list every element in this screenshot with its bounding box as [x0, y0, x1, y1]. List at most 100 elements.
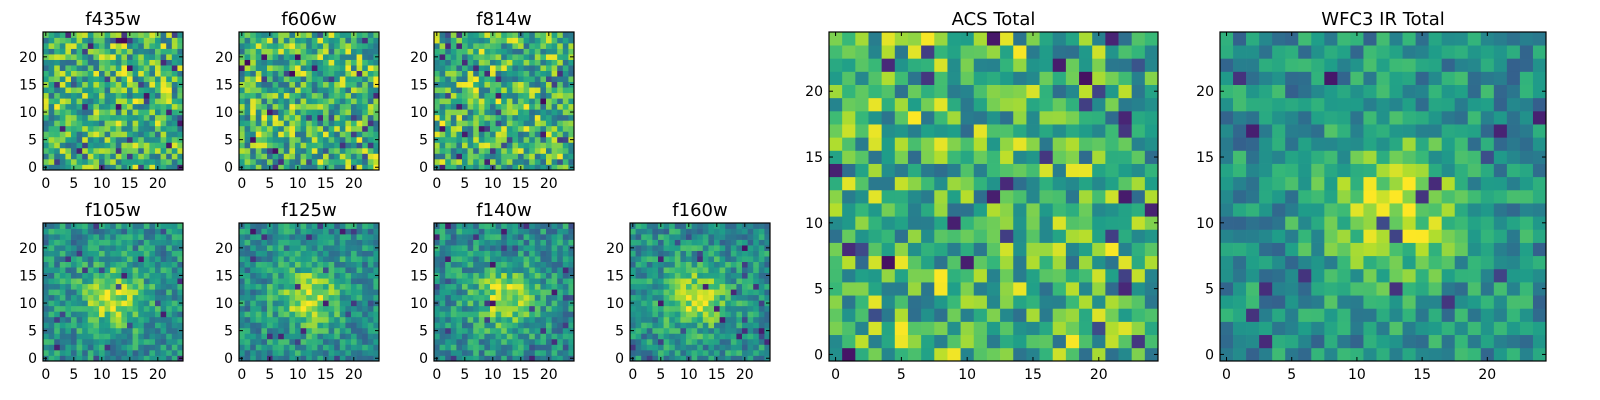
heatmap-cell: [562, 142, 569, 149]
heatmap-cell: [557, 87, 564, 94]
heatmap-cell: [652, 327, 659, 334]
heatmap-cell: [283, 322, 290, 329]
heatmap-cell: [127, 109, 133, 116]
heatmap-cell: [54, 158, 61, 165]
heatmap-cell: [82, 223, 89, 229]
heatmap-cell: [362, 355, 369, 362]
heatmap-cell: [686, 300, 692, 307]
heatmap-cell: [65, 92, 72, 99]
heatmap-cell: [272, 234, 279, 240]
heatmap-cell: [686, 283, 692, 290]
heatmap-cell: [691, 245, 698, 251]
heatmap-cell: [59, 109, 66, 116]
heatmap-cell: [484, 114, 491, 121]
heatmap-cell: [295, 272, 301, 279]
heatmap-cell: [166, 54, 173, 60]
heatmap-cell: [1052, 334, 1067, 349]
heatmap-cell: [272, 250, 279, 257]
heatmap-cell: [255, 316, 262, 323]
heatmap-cell: [149, 43, 156, 49]
heatmap-cell: [747, 294, 754, 301]
heatmap-cell: [255, 250, 262, 257]
heatmap-cell: [48, 32, 55, 38]
heatmap-cell: [306, 355, 313, 362]
heatmap-cell: [478, 267, 485, 274]
heatmap-cell: [758, 355, 765, 362]
heatmap-cell: [339, 245, 346, 251]
heatmap-cell: [730, 300, 737, 307]
heatmap-cell: [48, 142, 55, 149]
heatmap-cell: [283, 327, 290, 334]
heatmap-cell: [87, 114, 94, 121]
heatmap-cell: [82, 32, 89, 38]
heatmap-cell: [512, 272, 519, 279]
heatmap-cell: [110, 103, 117, 110]
heatmap-cell: [907, 282, 922, 296]
heatmap-cell: [551, 228, 558, 235]
heatmap-cell: [495, 65, 502, 71]
heatmap-cell: [512, 256, 519, 262]
heatmap-cell: [334, 70, 341, 77]
heatmap-cell: [59, 327, 66, 334]
heatmap-cell: [121, 300, 128, 307]
heatmap-cell: [87, 43, 94, 49]
heatmap-cell: [658, 305, 664, 312]
heatmap-cell: [87, 103, 94, 110]
heatmap-cell: [753, 311, 760, 318]
heatmap-cell: [362, 344, 369, 351]
heatmap-cell: [267, 131, 273, 138]
heatmap-cell: [462, 92, 468, 99]
heatmap-cell: [439, 103, 446, 110]
heatmap-cell: [295, 305, 301, 312]
x-tick-label: 5: [265, 176, 274, 192]
heatmap-cell: [171, 120, 178, 127]
heatmap-cell: [110, 289, 117, 296]
heatmap-cell: [93, 316, 100, 323]
heatmap-cell: [506, 267, 513, 274]
heatmap-cell: [523, 234, 530, 240]
heatmap-cell: [947, 295, 961, 309]
heatmap-cell: [529, 48, 536, 55]
heatmap-cell: [506, 327, 513, 334]
heatmap-cell: [171, 103, 178, 110]
heatmap-cell: [501, 48, 508, 55]
heatmap-cell: [362, 250, 369, 257]
heatmap-cell: [1105, 334, 1119, 349]
heatmap-cell: [48, 87, 55, 94]
heatmap-cell: [546, 245, 552, 251]
heatmap-cell: [562, 153, 569, 160]
heatmap-cell: [99, 267, 105, 274]
heatmap-cell: [110, 239, 117, 246]
heatmap-cell: [311, 70, 318, 77]
heatmap-cell: [1052, 163, 1067, 178]
heatmap-cell: [484, 87, 491, 94]
heatmap-cell: [272, 305, 279, 312]
heatmap-cell: [881, 295, 896, 309]
heatmap-cell: [1144, 229, 1159, 243]
heatmap-cell: [658, 250, 664, 257]
heatmap-cell: [283, 76, 290, 83]
heatmap-cell: [551, 338, 558, 345]
heatmap-cell: [512, 37, 519, 44]
heatmap-cell: [272, 316, 279, 323]
heatmap-cell: [261, 300, 268, 307]
heatmap-cell: [143, 43, 150, 49]
heatmap-cell: [138, 311, 145, 318]
heatmap-cell: [534, 261, 541, 268]
heatmap-cell: [725, 349, 732, 356]
heatmap-cell: [562, 344, 569, 351]
heatmap-cell: [155, 311, 161, 318]
heatmap-cell: [110, 349, 117, 356]
heatmap-cell: [160, 153, 167, 160]
heatmap-cell: [317, 92, 324, 99]
heatmap-cell: [132, 250, 139, 257]
heatmap-cell: [127, 261, 133, 268]
heatmap-cell: [250, 87, 257, 94]
heatmap-cell: [529, 239, 536, 246]
heatmap-cell: [351, 338, 357, 345]
heatmap-cell: [686, 305, 692, 312]
heatmap-cell: [132, 120, 139, 127]
heatmap-cell: [753, 283, 760, 290]
heatmap-cell: [691, 294, 698, 301]
heatmap-cell: [652, 256, 659, 262]
